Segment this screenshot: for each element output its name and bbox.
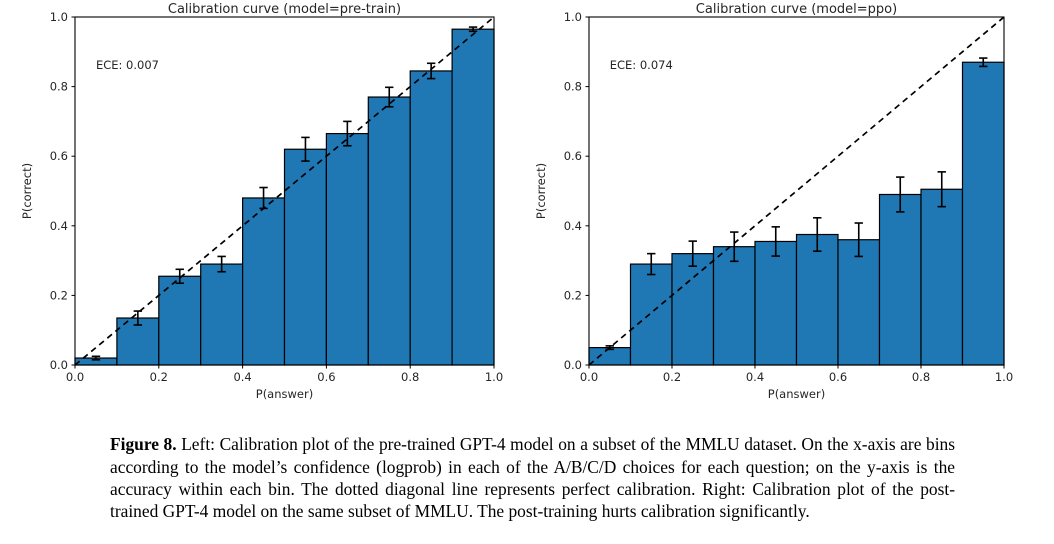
x-axis: 0.0 0.2 0.4 0.6 0.8 1.0	[580, 365, 1013, 384]
y-tick-label: 0.4	[50, 219, 68, 233]
y-axis-label: P(correct)	[534, 163, 548, 219]
figure-caption-label: Figure 8.	[110, 434, 177, 455]
perfect-calibration-diagonal	[74, 16, 495, 366]
calibration-chart-ppo: 0.0 0.2 0.4 0.6 0.8 1.0 0.0 0.2 0.4 0.6 0.8 1.0 Cali…	[534, 2, 1013, 401]
y-tick-label: 0.6	[564, 149, 582, 163]
y-tick-label: 0.2	[564, 288, 582, 302]
bar	[325, 132, 369, 366]
bar	[837, 239, 881, 366]
plot-frame	[74, 16, 495, 366]
y-tick-label: 0.4	[564, 219, 582, 233]
bar	[409, 70, 453, 366]
x-tick-label: 0.4	[746, 370, 764, 384]
x-tick-label: 0.4	[233, 370, 251, 384]
bar	[671, 253, 715, 366]
x-tick-label: 0.8	[401, 370, 419, 384]
y-tick-label: 0.2	[50, 288, 68, 302]
x-tick-label: 0.8	[912, 370, 930, 384]
x-axis-label: P(answer)	[768, 387, 825, 401]
y-axis: 0.0 0.2 0.4 0.6 0.8 1.0	[50, 10, 75, 372]
y-axis: 0.0 0.2 0.4 0.6 0.8 1.0	[564, 10, 589, 372]
calibration-charts-row: 0.0 0.2 0.4 0.6 0.8 1.0 0.0 0.2 0.4 0.6 0.8 1.0 Cali…	[20, 2, 1013, 401]
x-tick-label: 0.0	[580, 370, 598, 384]
bar	[200, 263, 244, 366]
plot-frame	[588, 16, 1005, 366]
bar	[451, 28, 495, 366]
bar	[712, 246, 756, 366]
bar	[242, 197, 286, 366]
bar	[878, 193, 922, 366]
y-tick-label: 1.0	[50, 10, 68, 24]
bar	[795, 233, 839, 366]
x-tick-label: 0.0	[66, 370, 84, 384]
figure-caption-text: Left: Calibration plot of the pre-traine…	[110, 434, 955, 522]
ece-annotation: ECE: 0.074	[610, 58, 673, 72]
chart-title: Calibration curve (model=pre-train)	[168, 2, 401, 17]
bar	[367, 96, 411, 366]
x-tick-label: 0.2	[150, 370, 168, 384]
y-tick-label: 0.6	[50, 149, 68, 163]
bars	[588, 61, 1005, 366]
y-tick-label: 0.8	[50, 80, 68, 94]
bar	[629, 263, 673, 366]
x-tick-label: 0.6	[829, 370, 847, 384]
error-bars	[91, 26, 478, 361]
chart-title: Calibration curve (model=ppo)	[696, 2, 897, 17]
bar	[283, 148, 328, 366]
y-axis-label: P(correct)	[20, 163, 34, 219]
x-tick-label: 1.0	[995, 370, 1013, 384]
bar	[920, 188, 964, 366]
bar	[961, 61, 1005, 366]
x-tick-label: 1.0	[485, 370, 503, 384]
y-tick-label: 0.0	[50, 358, 68, 372]
bar	[588, 347, 632, 366]
ece-annotation: ECE: 0.007	[96, 58, 159, 72]
x-axis-label: P(answer)	[256, 387, 313, 401]
figure-caption: Figure 8. Left: Calibration plot of the …	[110, 433, 955, 522]
error-bars	[605, 57, 988, 351]
x-tick-label: 0.6	[317, 370, 335, 384]
calibration-chart-pretrain: 0.0 0.2 0.4 0.6 0.8 1.0 0.0 0.2 0.4 0.6 0.8 1.0 Cali…	[20, 2, 503, 401]
y-tick-label: 1.0	[564, 10, 582, 24]
x-axis: 0.0 0.2 0.4 0.6 0.8 1.0	[66, 365, 503, 384]
y-tick-label: 0.0	[564, 358, 582, 372]
x-tick-label: 0.2	[663, 370, 681, 384]
bar	[754, 240, 798, 366]
y-tick-label: 0.8	[564, 80, 582, 94]
